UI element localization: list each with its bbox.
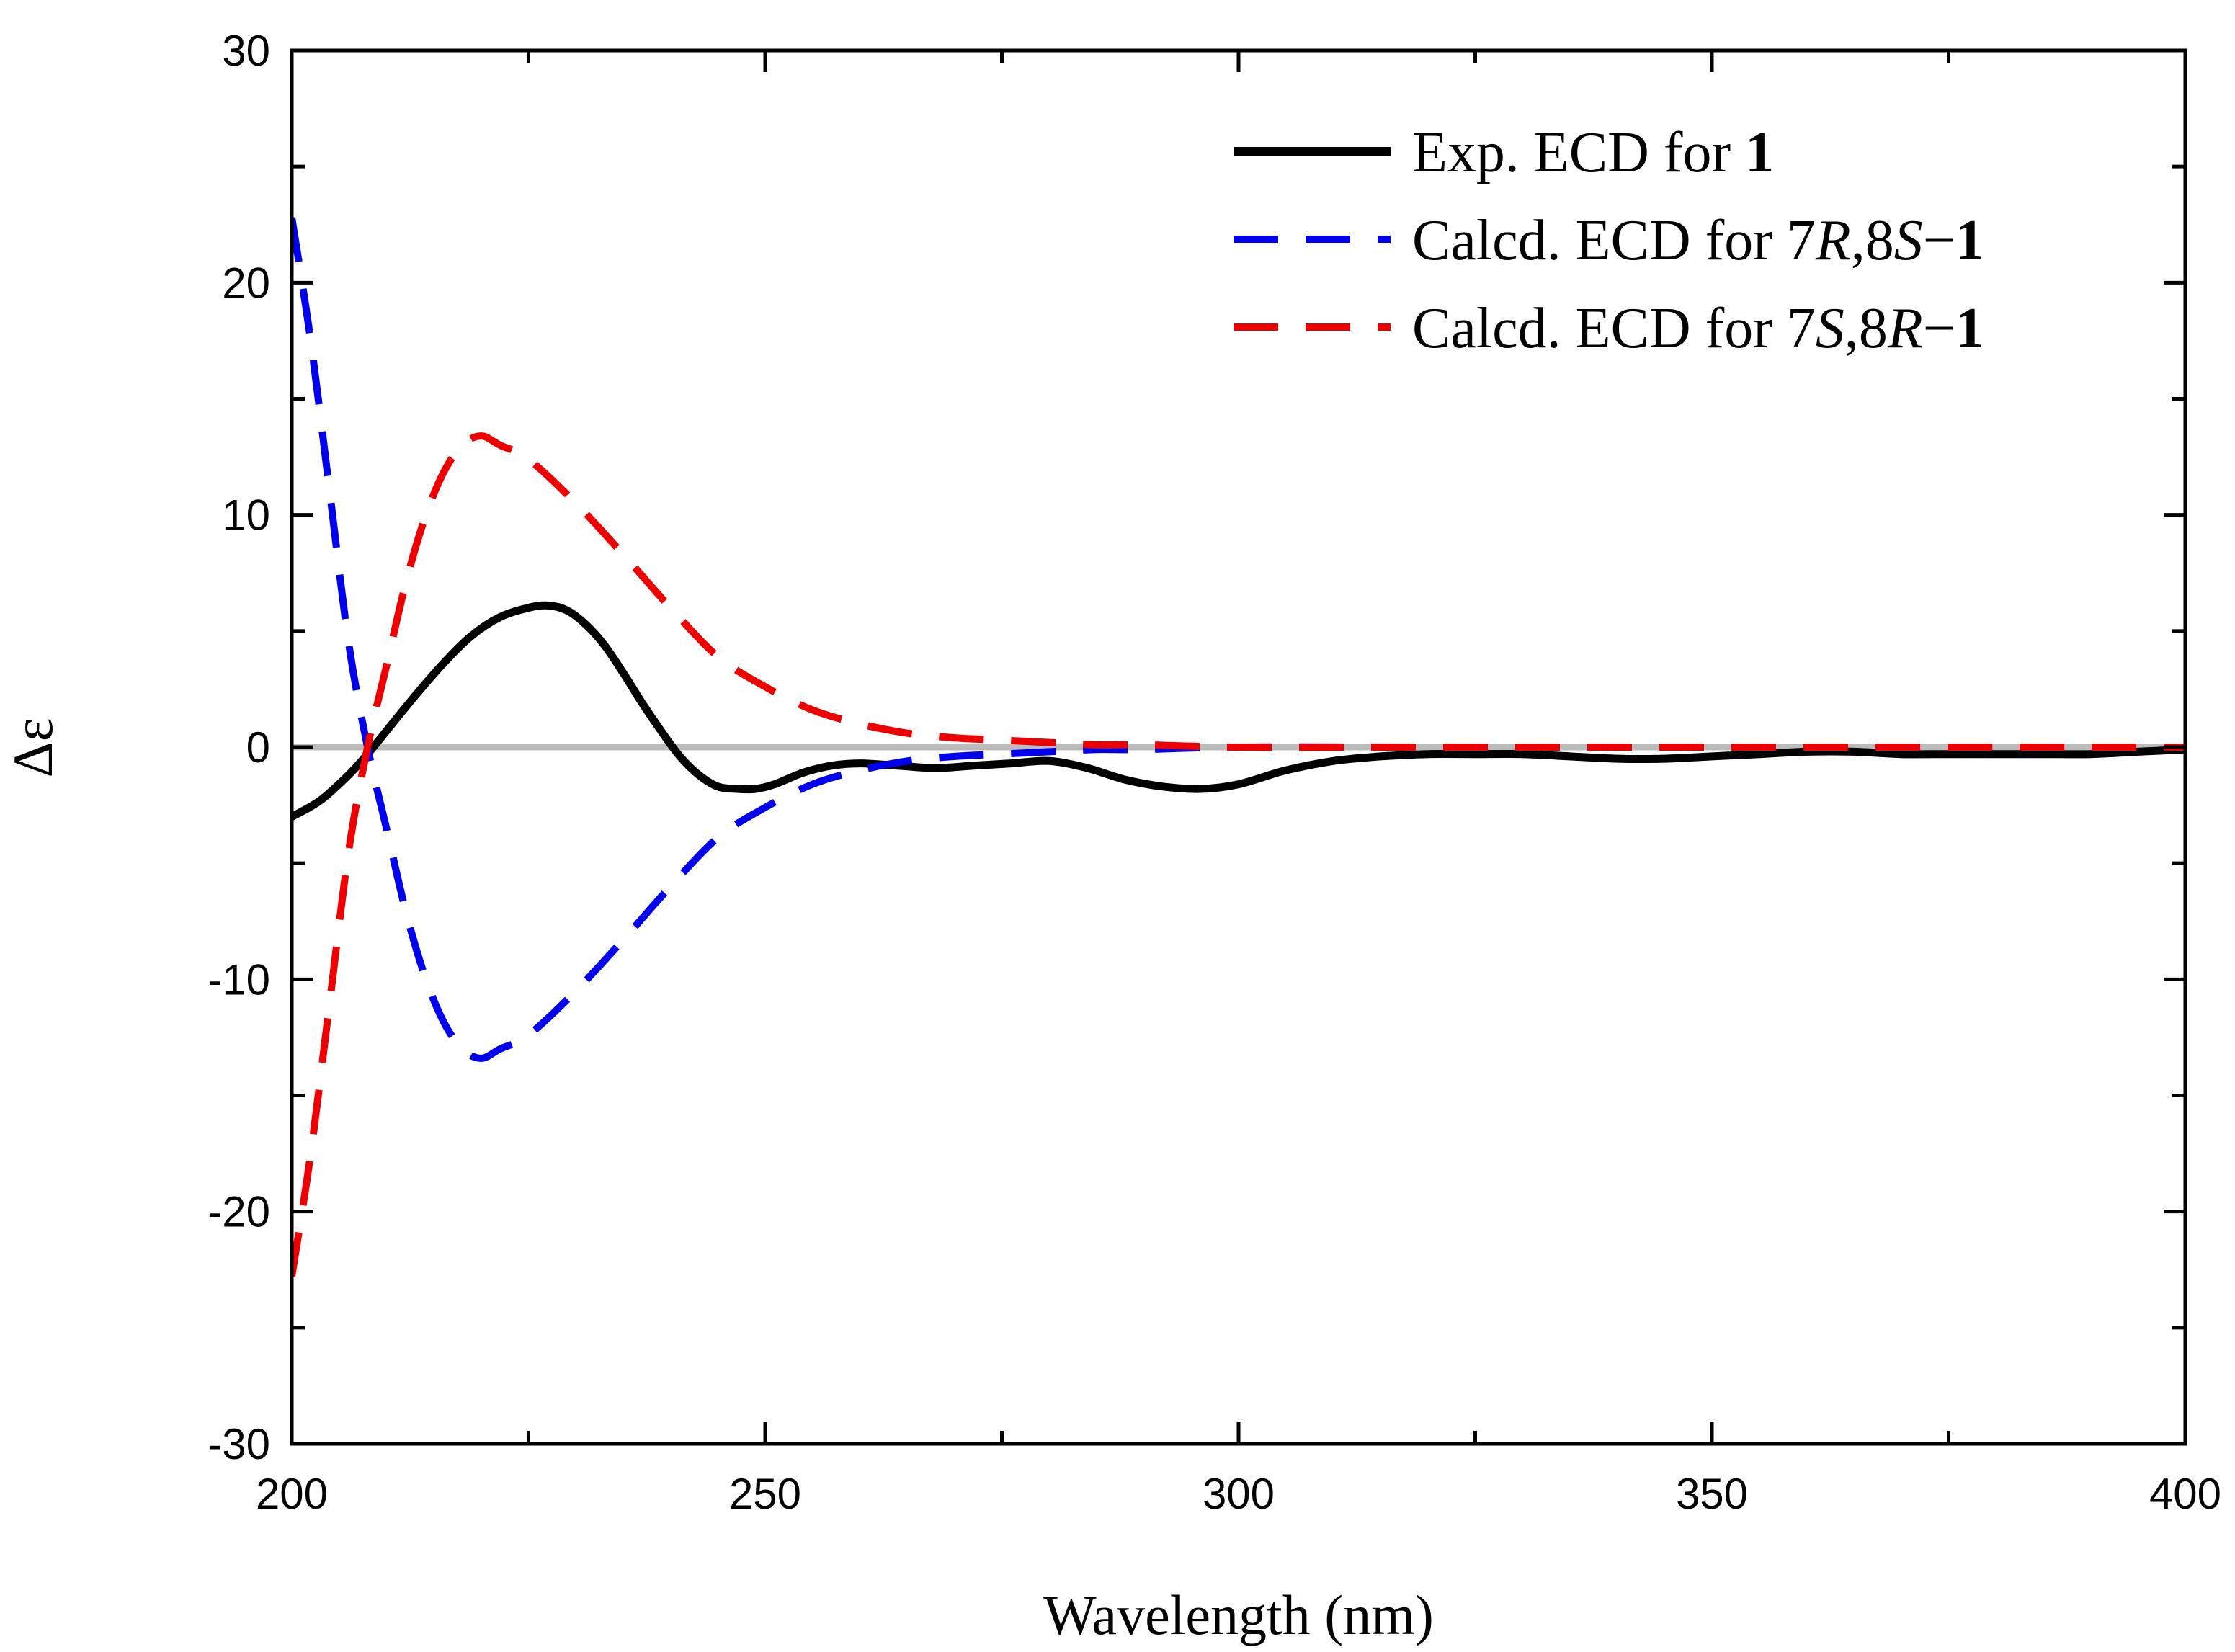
legend-label-0: Exp. ECD for 1 — [1412, 121, 1774, 184]
y-tick-label: 0 — [246, 723, 270, 772]
x-tick-label: 350 — [1676, 1470, 1748, 1518]
y-tick-label: 20 — [222, 259, 270, 307]
legend-label-2: Calcd. ECD for 7S,8R−1 — [1412, 297, 1984, 360]
y-tick-label: -30 — [208, 1420, 270, 1468]
y-tick-label: 30 — [222, 27, 270, 75]
x-tick-label: 250 — [729, 1470, 801, 1518]
y-tick-label: -20 — [208, 1188, 270, 1236]
y-tick-label: -10 — [208, 955, 270, 1004]
legend-label-1: Calcd. ECD for 7R,8S−1 — [1412, 209, 1984, 272]
series-line-0 — [292, 601, 2185, 821]
series-line-2 — [292, 432, 2185, 1277]
y-tick-label: 10 — [222, 491, 270, 540]
x-axis-title: Wavelength (nm) — [1043, 1584, 1434, 1646]
y-axis-title: Δε — [1, 718, 64, 778]
x-tick-label: 200 — [256, 1470, 328, 1518]
legend: Exp. ECD for 1 Calcd. ECD for 7R,8S−1 Calc… — [1234, 121, 1984, 360]
x-tick-label: 300 — [1203, 1470, 1275, 1518]
x-tick-label: 400 — [2149, 1470, 2221, 1518]
